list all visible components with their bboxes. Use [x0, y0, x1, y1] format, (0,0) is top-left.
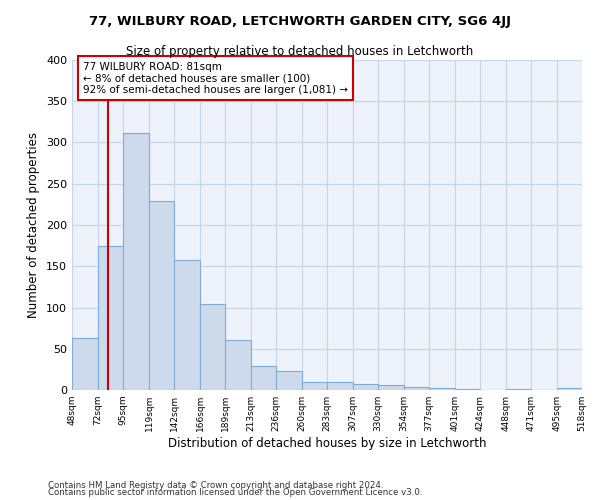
X-axis label: Distribution of detached houses by size in Letchworth: Distribution of detached houses by size … [168, 437, 486, 450]
Bar [429, 388, 455, 390]
Bar [302, 382, 327, 390]
Y-axis label: Number of detached properties: Number of detached properties [28, 132, 40, 318]
Bar [455, 389, 480, 390]
Bar [404, 386, 429, 390]
Bar [327, 382, 353, 390]
Bar [353, 384, 378, 390]
Bar [225, 340, 251, 390]
Bar [123, 132, 149, 390]
Text: Size of property relative to detached houses in Letchworth: Size of property relative to detached ho… [127, 45, 473, 58]
Bar [200, 304, 225, 390]
Text: 77, WILBURY ROAD, LETCHWORTH GARDEN CITY, SG6 4JJ: 77, WILBURY ROAD, LETCHWORTH GARDEN CITY… [89, 15, 511, 28]
Bar [378, 385, 404, 390]
Bar [72, 338, 98, 390]
Text: Contains public sector information licensed under the Open Government Licence v3: Contains public sector information licen… [48, 488, 422, 497]
Bar [251, 366, 276, 390]
Bar [557, 388, 582, 390]
Bar [506, 389, 531, 390]
Bar [276, 371, 302, 390]
Bar [149, 201, 174, 390]
Text: Contains HM Land Registry data © Crown copyright and database right 2024.: Contains HM Land Registry data © Crown c… [48, 480, 383, 490]
Bar [98, 246, 123, 390]
Bar [174, 260, 200, 390]
Text: 77 WILBURY ROAD: 81sqm
← 8% of detached houses are smaller (100)
92% of semi-det: 77 WILBURY ROAD: 81sqm ← 8% of detached … [83, 62, 348, 95]
